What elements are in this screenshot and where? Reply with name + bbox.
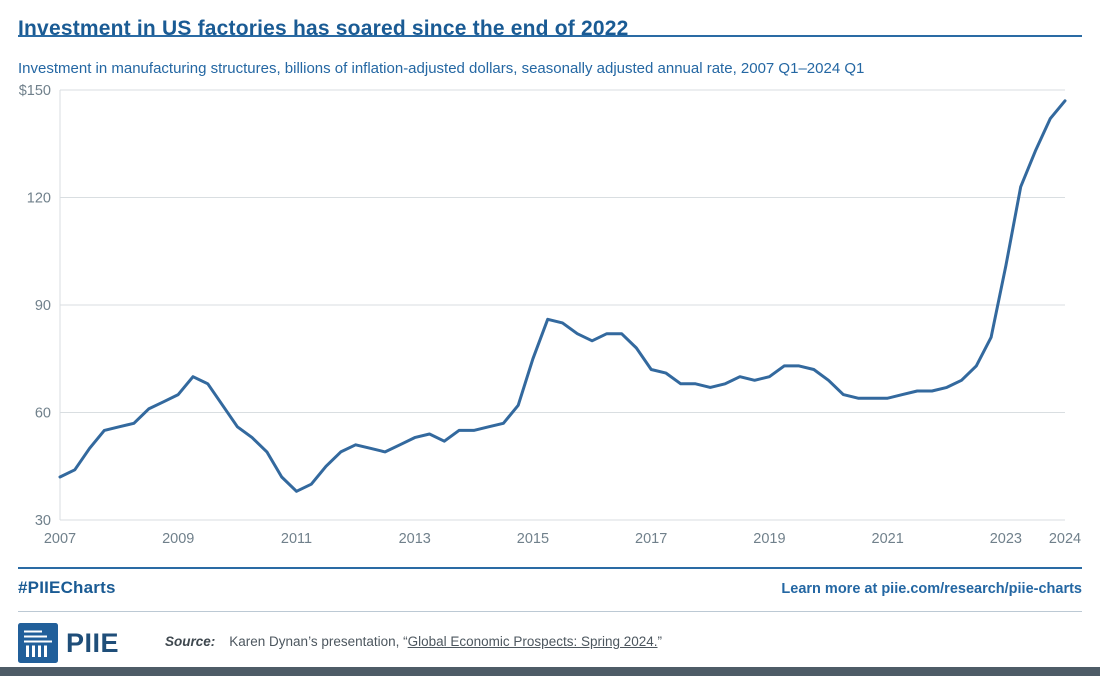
svg-text:2019: 2019 <box>753 531 785 547</box>
svg-text:2015: 2015 <box>517 531 549 547</box>
y-axis-labels: $150 120 90 60 30 <box>19 83 51 529</box>
svg-text:2011: 2011 <box>281 531 312 547</box>
svg-text:120: 120 <box>27 191 51 207</box>
learn-more-link[interactable]: Learn more at piie.com/research/piie-cha… <box>781 581 1082 597</box>
piie-logo-icon <box>18 623 58 663</box>
piie-logo: PIIE <box>18 623 119 663</box>
source-line: Source: Karen Dynan’s presentation, “Glob… <box>165 634 662 649</box>
data-series-line <box>58 99 1067 493</box>
piiecharts-hashtag: #PIIECharts <box>18 578 116 597</box>
source-text: Karen Dynan’s presentation, “ <box>229 634 408 649</box>
x-axis-labels: 2007 2009 2011 2013 2015 2017 2019 2021 2023 2024 <box>44 531 1081 547</box>
page-title: Investment in US factories has soared si… <box>18 17 629 41</box>
svg-text:60: 60 <box>35 406 51 422</box>
line-chart: $150 120 90 60 30 2007 2009 2011 2013 2015 2017 201… <box>19 83 1081 547</box>
footer-divider-bottom <box>18 611 1082 612</box>
svg-text:90: 90 <box>35 298 51 314</box>
source-link[interactable]: Global Economic Prospects: Spring 2024. <box>407 634 658 649</box>
svg-text:2024: 2024 <box>1049 531 1081 547</box>
grid-lines <box>59 89 1065 521</box>
source-label: Source: <box>165 634 216 649</box>
chart-subtitle: Investment in manufacturing structures, … <box>18 60 865 77</box>
svg-text:2023: 2023 <box>990 531 1022 547</box>
svg-text:2009: 2009 <box>162 531 194 547</box>
source-closing-quote: ” <box>657 634 663 649</box>
title-divider <box>18 35 1082 37</box>
svg-text:2007: 2007 <box>44 531 76 547</box>
svg-text:$150: $150 <box>19 83 51 99</box>
svg-text:2017: 2017 <box>635 531 667 547</box>
piie-logo-text: PIIE <box>66 627 120 658</box>
svg-text:2013: 2013 <box>399 531 431 547</box>
footer-divider-top <box>18 567 1082 569</box>
bottom-accent-bar <box>0 667 1100 676</box>
svg-text:30: 30 <box>35 513 51 529</box>
svg-text:2021: 2021 <box>872 531 904 547</box>
